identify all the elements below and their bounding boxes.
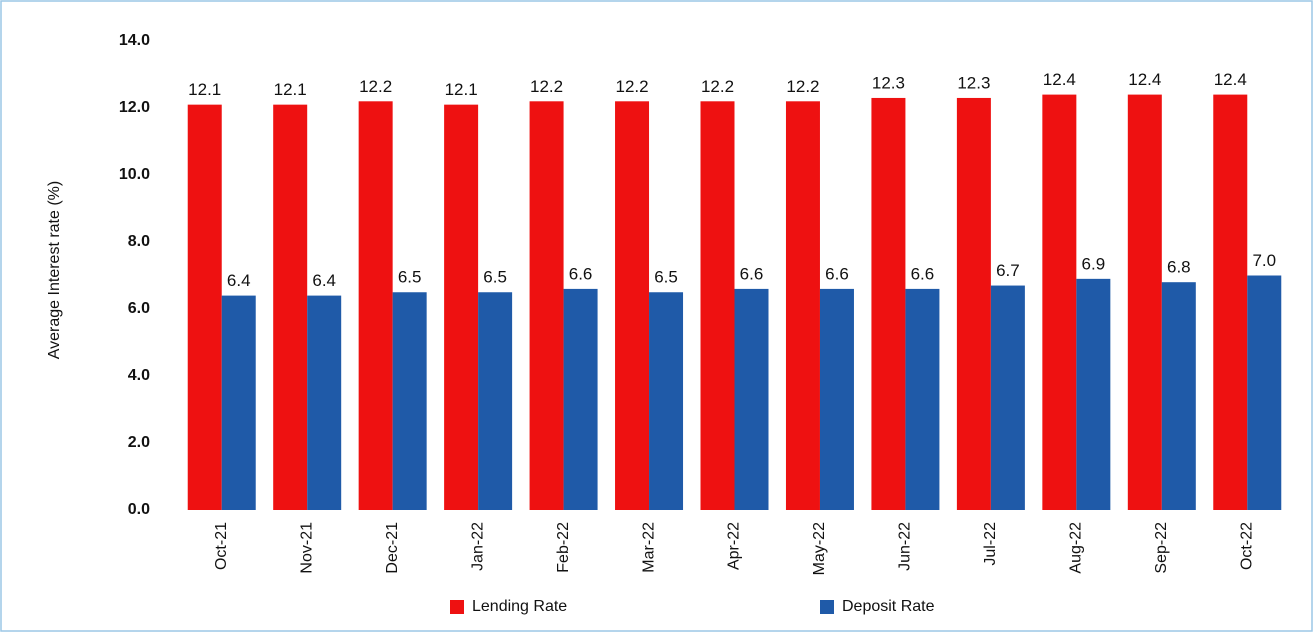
value-label: 12.3 <box>957 73 990 92</box>
x-tick-label: Oct-21 <box>213 522 230 570</box>
bar <box>358 101 393 511</box>
bar <box>307 295 342 510</box>
x-tick-label: Apr-22 <box>726 522 743 570</box>
x-tick-label: Sep-22 <box>1153 522 1170 574</box>
value-label: 6.4 <box>312 271 336 290</box>
bar <box>478 292 513 510</box>
bar <box>905 288 940 510</box>
bar <box>392 292 427 510</box>
y-tick-label: 8.0 <box>128 233 150 250</box>
bar <box>563 288 598 510</box>
x-tick-label: Feb-22 <box>555 522 572 573</box>
value-label: 6.6 <box>825 264 849 283</box>
bar <box>615 101 650 511</box>
y-tick-label: 6.0 <box>128 300 150 317</box>
x-tick-label: Dec-21 <box>384 522 401 574</box>
legend-swatch <box>820 600 834 614</box>
value-label: 6.6 <box>740 264 764 283</box>
bar <box>785 101 820 511</box>
value-label: 12.4 <box>1128 70 1161 89</box>
y-tick-label: 10.0 <box>119 166 150 183</box>
x-tick-label: Jul-22 <box>982 522 999 566</box>
value-label: 6.5 <box>483 268 507 287</box>
bar <box>1076 278 1111 510</box>
value-label: 12.1 <box>188 80 221 99</box>
value-label: 6.4 <box>227 271 251 290</box>
x-tick-label: May-22 <box>811 522 828 575</box>
bar <box>990 285 1025 510</box>
x-tick-label: Jun-22 <box>897 522 914 571</box>
value-label: 12.2 <box>786 77 819 96</box>
bar <box>734 288 769 510</box>
value-label: 6.6 <box>569 264 593 283</box>
value-label: 6.6 <box>911 264 935 283</box>
bar <box>1127 94 1162 510</box>
y-axis-label: Average Interest rate (%) <box>46 181 63 359</box>
x-tick-label: Nov-21 <box>298 522 315 574</box>
value-label: 6.5 <box>654 268 678 287</box>
bar <box>187 104 222 511</box>
x-tick-label: Jan-22 <box>469 522 486 571</box>
value-label: 12.2 <box>359 77 392 96</box>
bar <box>700 101 735 511</box>
value-label: 6.7 <box>996 261 1020 280</box>
bar <box>1161 282 1196 510</box>
bar <box>273 104 308 511</box>
y-tick-label: 0.0 <box>128 501 150 518</box>
bar <box>1213 94 1248 510</box>
legend-label: Deposit Rate <box>842 598 935 615</box>
bar <box>529 101 564 511</box>
value-label: 12.3 <box>872 73 905 92</box>
bar <box>871 97 906 510</box>
bar <box>819 288 854 510</box>
value-label: 12.2 <box>701 77 734 96</box>
value-label: 12.1 <box>274 80 307 99</box>
bar <box>956 97 991 510</box>
x-tick-label: Oct-22 <box>1238 522 1255 570</box>
bar <box>444 104 479 511</box>
y-tick-label: 12.0 <box>119 99 150 116</box>
y-tick-label: 14.0 <box>119 32 150 49</box>
value-label: 12.4 <box>1214 70 1247 89</box>
y-tick-label: 4.0 <box>128 367 150 384</box>
value-label: 12.4 <box>1043 70 1076 89</box>
value-label: 6.8 <box>1167 258 1191 277</box>
x-tick-label: Aug-22 <box>1068 522 1085 574</box>
legend-swatch <box>450 600 464 614</box>
value-label: 7.0 <box>1252 251 1276 270</box>
value-label: 6.5 <box>398 268 422 287</box>
value-label: 12.2 <box>530 77 563 96</box>
value-label: 6.9 <box>1082 254 1106 273</box>
value-label: 12.2 <box>615 77 648 96</box>
y-tick-label: 2.0 <box>128 434 150 451</box>
bar <box>649 292 684 510</box>
legend-label: Lending Rate <box>472 598 567 615</box>
bar <box>221 295 256 510</box>
x-tick-label: Mar-22 <box>640 522 657 573</box>
bar <box>1247 275 1282 510</box>
bar <box>1042 94 1077 510</box>
value-label: 12.1 <box>445 80 478 99</box>
